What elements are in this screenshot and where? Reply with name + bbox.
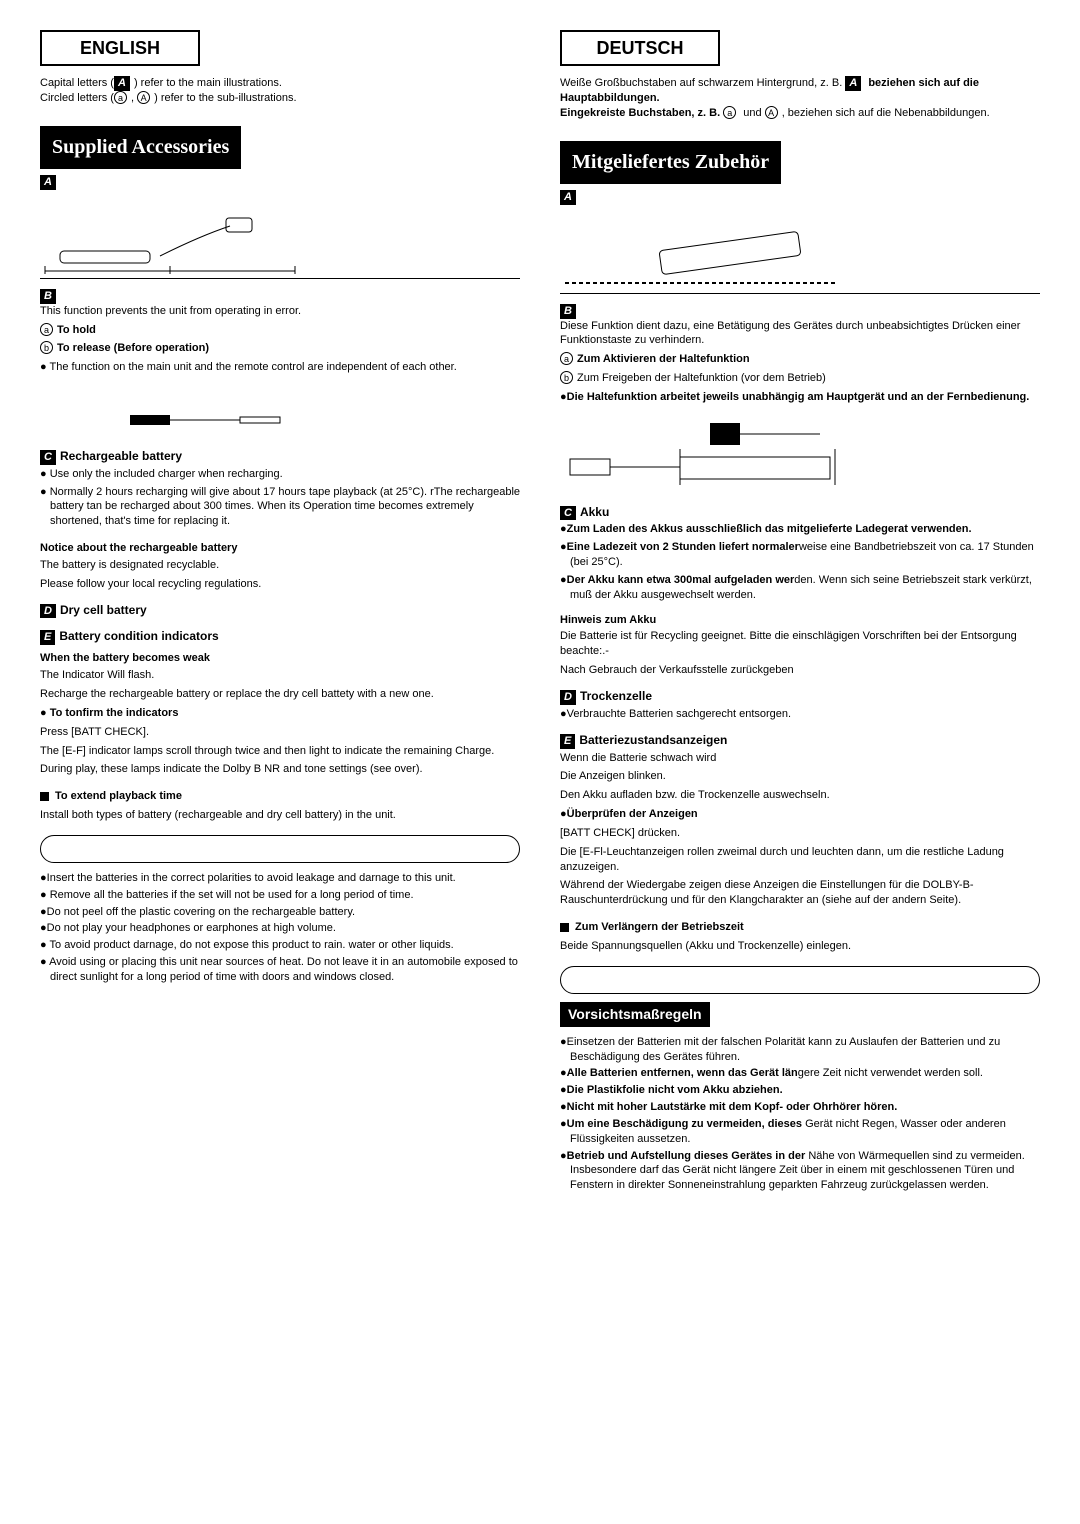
intro-de: Weiße Großbuchstaben auf schwarzem Hinte… xyxy=(560,76,1040,121)
lang-header-en: ENGLISH xyxy=(40,30,200,66)
english-column: ENGLISH Capital letters (A) refer to the… xyxy=(40,30,520,1195)
lang-header-de: DEUTSCH xyxy=(560,30,720,66)
illustration-plug xyxy=(40,405,520,438)
supplied-header-en: Supplied Accessories xyxy=(40,126,241,169)
notice-frame-de xyxy=(560,966,1040,994)
notice-frame-en xyxy=(40,835,520,863)
ref-B-en: B xyxy=(40,289,56,304)
illustration-A-en xyxy=(40,196,520,279)
illustration-device-de xyxy=(560,419,1040,494)
b-intro-en: This function prevents the unit from ope… xyxy=(40,304,520,319)
circled-a: a xyxy=(114,91,127,104)
intro-en-1: Capital letters (A) refer to the main il… xyxy=(40,76,520,106)
precautions-de: ●Einsetzen der Batterien mit der falsche… xyxy=(560,1035,1040,1193)
precautions-en: ●Insert the batteries in the correct pol… xyxy=(40,871,520,985)
ref-A: A xyxy=(40,175,56,190)
supplied-header-de: Mitgeliefertes Zubehör xyxy=(560,141,781,184)
illustration-A-de xyxy=(560,211,1040,294)
ref-box-A: A xyxy=(114,76,130,91)
circled-A: A xyxy=(137,91,150,104)
precautions-header-de: Vorsichtsmaßregeln xyxy=(560,1002,710,1027)
deutsch-column: DEUTSCH Weiße Großbuchstaben auf schwarz… xyxy=(560,30,1040,1195)
